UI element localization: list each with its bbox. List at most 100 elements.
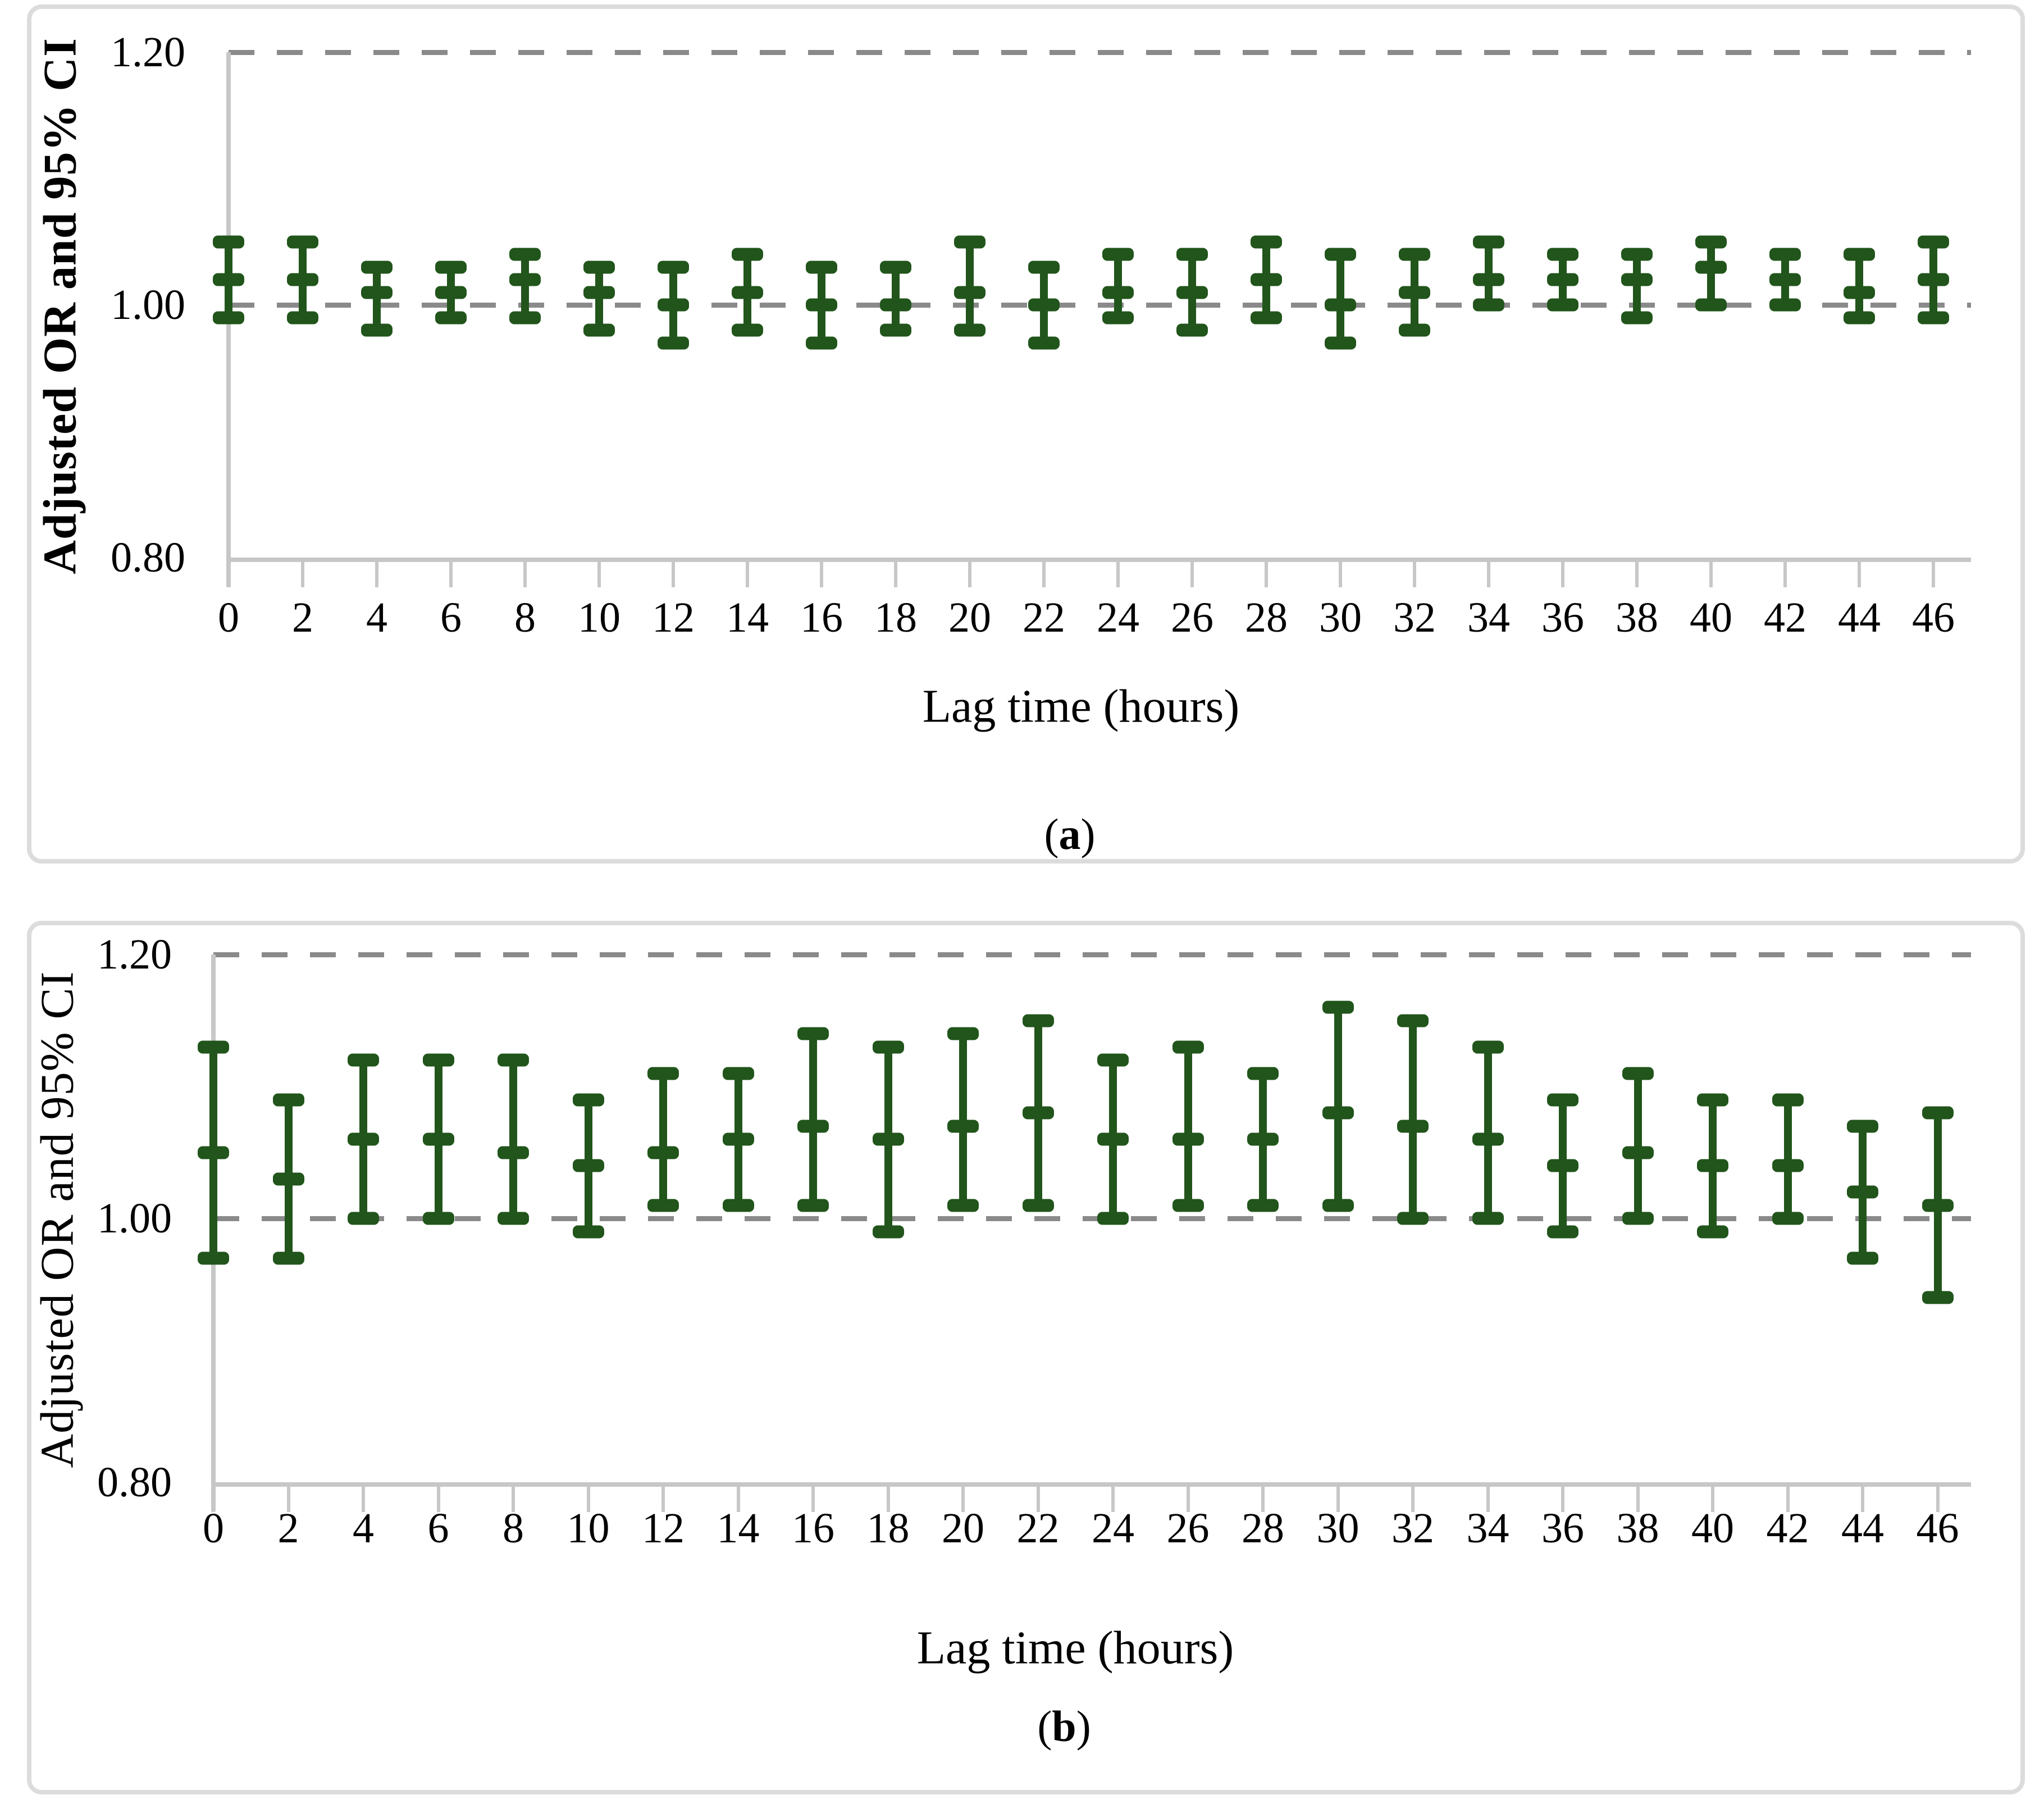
x-tick-label: 38	[1616, 1505, 1659, 1552]
error-bar-cap-top	[1847, 1120, 1878, 1132]
error-bar-stem	[1484, 1047, 1492, 1218]
error-bar-cap-bottom	[1176, 323, 1208, 337]
error-bar-cap-bottom	[1918, 311, 1949, 324]
error-bar-marker-or	[509, 273, 541, 286]
y-tick-label: 1.00	[97, 1195, 172, 1242]
error-bar-cap-top	[1622, 1067, 1654, 1080]
x-tick	[436, 1487, 440, 1512]
error-bar-cap-top	[1028, 261, 1060, 273]
error-bar-marker-or	[722, 1132, 754, 1146]
x-tick-label: 12	[642, 1505, 685, 1552]
error-bar-cap-bottom	[1547, 298, 1578, 312]
x-tick-label: 4	[366, 594, 387, 641]
caption-close-paren: )	[1080, 810, 1096, 858]
x-tick	[286, 1487, 290, 1512]
error-bar-cap-bottom	[658, 336, 689, 349]
error-bar-cap-bottom	[722, 1199, 754, 1212]
error-bar-marker-or	[213, 273, 244, 286]
x-axis-line	[211, 1482, 1971, 1487]
error-bar-cap-bottom	[1472, 1212, 1504, 1225]
x-tick-label: 2	[277, 1505, 299, 1552]
y-tick-label: 1.20	[97, 931, 172, 978]
x-tick	[886, 1487, 890, 1512]
x-tick	[1858, 562, 1861, 587]
x-tick-label: 36	[1541, 594, 1584, 641]
error-bar-marker-or	[1397, 1120, 1429, 1132]
error-bar-cap-top	[287, 235, 318, 248]
error-bar-marker-or	[272, 1172, 304, 1185]
caption-open-paren: (	[1037, 1702, 1052, 1751]
error-bar-cap-bottom	[1172, 1199, 1204, 1212]
error-bar-marker-or	[498, 1146, 529, 1159]
error-bar-cap-top	[1547, 248, 1578, 261]
x-tick	[362, 1487, 365, 1512]
x-tick-label: 34	[1467, 594, 1510, 641]
error-bar-cap-bottom	[1769, 298, 1801, 312]
error-bar-cap-top	[880, 261, 911, 273]
error-bar-cap-top	[1922, 1106, 1954, 1120]
x-tick	[746, 562, 749, 587]
error-bar-marker-or	[1322, 1106, 1354, 1120]
error-bar-marker-or	[287, 273, 318, 286]
error-bar-cap-top	[806, 261, 837, 273]
error-bar-stem	[509, 1060, 517, 1218]
x-axis-line	[226, 558, 1971, 562]
x-tick-label: 28	[1245, 594, 1288, 641]
x-tick	[811, 1487, 815, 1512]
error-bar-cap-bottom	[1399, 323, 1430, 337]
error-bar-cap-top	[1695, 235, 1727, 248]
error-bar-cap-top	[1325, 248, 1356, 261]
x-tick	[736, 1487, 740, 1512]
error-bar-marker-or	[1847, 1185, 1878, 1199]
error-bar-cap-bottom	[1397, 1212, 1429, 1225]
error-bar-cap-top	[1102, 248, 1134, 261]
error-bar-marker-or	[797, 1120, 829, 1132]
error-bar-cap-bottom	[1322, 1199, 1354, 1212]
x-tick-label: 8	[503, 1505, 524, 1552]
error-bar-cap-bottom	[361, 323, 393, 337]
error-bar-cap-top	[1769, 248, 1801, 261]
error-bar-marker-or	[435, 286, 467, 299]
error-bar-cap-top	[1251, 235, 1282, 248]
error-bar-marker-or	[1844, 286, 1875, 299]
x-tick	[1936, 1487, 1940, 1512]
error-bar-stem	[959, 1034, 967, 1205]
error-bar-cap-bottom	[1325, 336, 1356, 349]
error-bar-cap-top	[435, 261, 467, 273]
error-bar-cap-bottom	[498, 1212, 529, 1225]
error-bar-cap-top	[1697, 1093, 1728, 1106]
error-bar-cap-bottom	[213, 311, 244, 324]
gridline-1.2	[229, 50, 1971, 55]
error-bar-marker-or	[1022, 1106, 1054, 1120]
error-bar-marker-or	[947, 1120, 979, 1132]
error-bar-cap-bottom	[1844, 311, 1875, 324]
x-tick	[212, 1487, 215, 1512]
x-tick	[1265, 562, 1268, 587]
x-tick	[1336, 1487, 1340, 1512]
error-bar-cap-bottom	[583, 323, 615, 337]
error-bar-cap-top	[658, 261, 689, 273]
x-tick-label: 4	[353, 1505, 374, 1552]
error-bar-cap-bottom	[732, 323, 763, 337]
error-bar-marker-or	[880, 298, 911, 312]
x-tick-label: 30	[1316, 1505, 1359, 1552]
error-bar-cap-top	[583, 261, 615, 273]
y-tick-label: 0.80	[97, 1459, 172, 1506]
error-bar-cap-bottom	[1028, 336, 1060, 349]
error-bar-marker-or	[1695, 261, 1727, 273]
error-bar-cap-bottom	[435, 311, 467, 324]
x-tick-label: 22	[1023, 594, 1065, 641]
error-bar-cap-bottom	[647, 1199, 679, 1212]
x-tick	[1413, 562, 1416, 587]
error-bar-cap-top	[1621, 248, 1653, 261]
error-bar-cap-bottom	[272, 1251, 304, 1264]
x-tick	[672, 562, 675, 587]
x-tick-label: 18	[874, 594, 917, 641]
x-tick	[1711, 1487, 1714, 1512]
error-bar-cap-top	[1097, 1053, 1129, 1067]
error-bar-cap-top	[509, 248, 541, 261]
x-tick	[1411, 1487, 1415, 1512]
error-bar-cap-top	[732, 248, 763, 261]
error-bar-marker-or	[572, 1159, 604, 1172]
error-bar-cap-top	[1772, 1093, 1804, 1106]
